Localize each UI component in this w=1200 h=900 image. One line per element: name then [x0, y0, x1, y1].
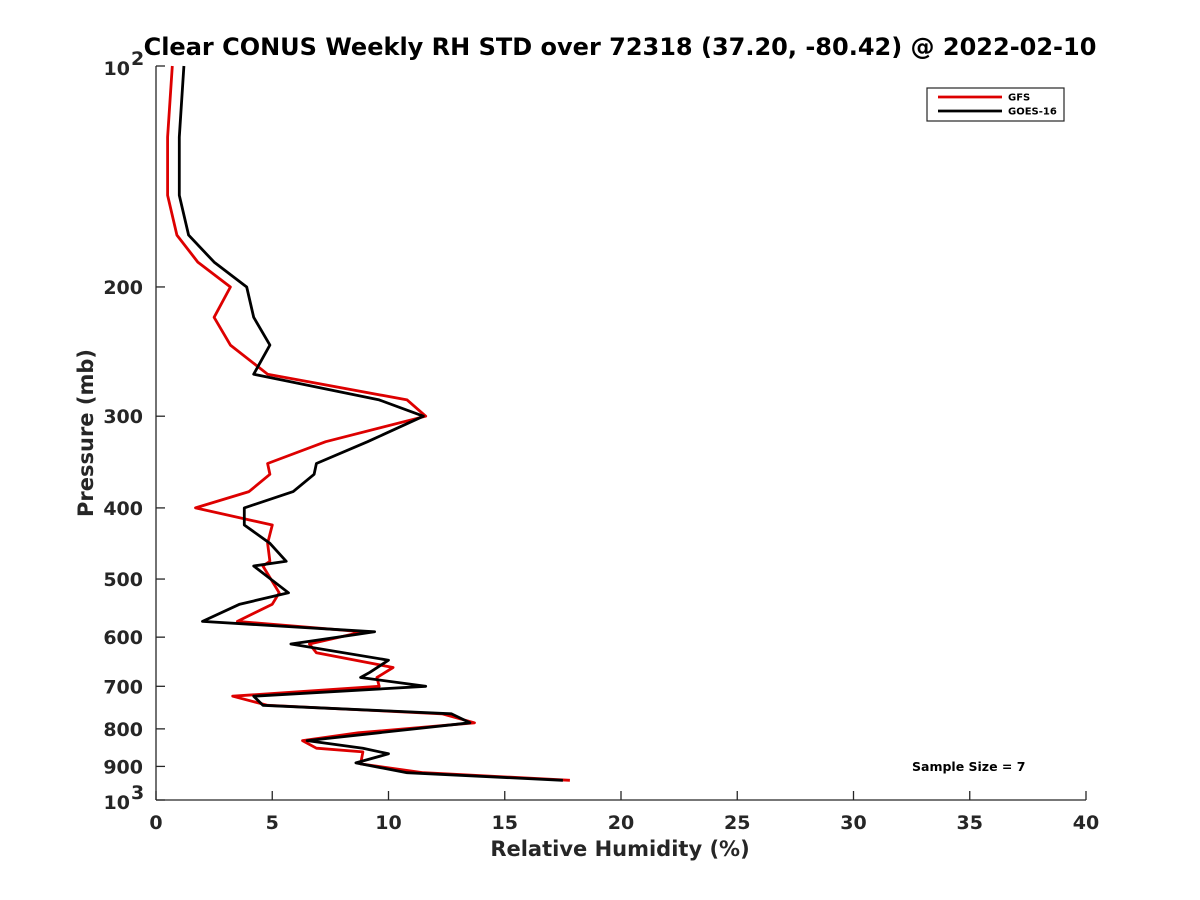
x-axis-label: Relative Humidity (%) [490, 837, 749, 861]
y-tick-label: 200 [103, 277, 143, 299]
x-tick-label: 5 [266, 812, 279, 834]
y-tick-exponent: 2 [131, 48, 144, 70]
x-tick-label: 40 [1073, 812, 1099, 834]
sample-size-annotation: Sample Size = 7 [912, 759, 1025, 774]
y-tick-label: 900 [103, 756, 143, 778]
series-layer [166, 65, 570, 782]
legend: GFS GOES-16 [926, 87, 1065, 122]
y-tick-label: 800 [103, 719, 143, 741]
x-tick-label: 30 [840, 812, 866, 834]
series-line-goes-16 [177, 65, 563, 782]
x-tick-label: 0 [149, 812, 162, 834]
y-tick-exponent: 3 [131, 782, 144, 804]
x-tick-label: 20 [608, 812, 634, 834]
y-tick-label: 500 [103, 569, 143, 591]
legend-box [926, 87, 1065, 122]
y-tick-label: 10 [104, 792, 130, 814]
y-tick-label: 400 [103, 498, 143, 520]
legend-label: GFS [1008, 93, 1030, 104]
x-tick-label: 10 [375, 812, 401, 834]
y-tick-label: 300 [103, 406, 143, 428]
y-tick-label: 10 [104, 58, 130, 80]
legend-label: GOES-16 [1008, 107, 1057, 118]
y-tick-label: 600 [103, 627, 143, 649]
chart-title: Clear CONUS Weekly RH STD over 72318 (37… [144, 33, 1097, 61]
x-tick-label: 25 [724, 812, 750, 834]
y-tick-label: 700 [103, 676, 143, 698]
y-axis-label: Pressure (mb) [74, 349, 98, 517]
x-tick-label: 15 [492, 812, 518, 834]
x-tick-label: 35 [957, 812, 983, 834]
